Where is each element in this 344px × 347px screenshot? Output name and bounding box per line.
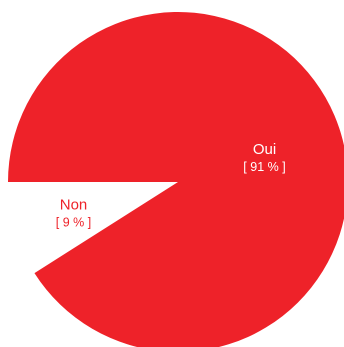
slice-label-oui: Oui bbox=[253, 141, 276, 158]
slice-label-non: Non bbox=[60, 196, 88, 213]
pie-slice-oui bbox=[8, 12, 344, 347]
pie-slices bbox=[8, 12, 344, 347]
slice-percent-oui: [ 91 % ] bbox=[243, 160, 285, 174]
slice-percent-non: [ 9 % ] bbox=[56, 215, 91, 229]
